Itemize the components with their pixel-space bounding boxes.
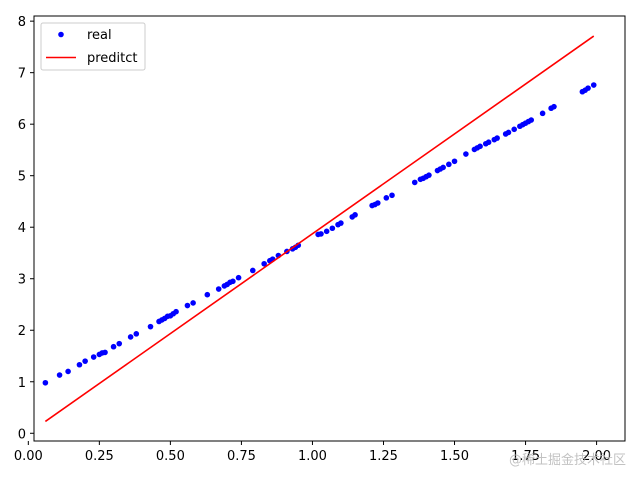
data-point-real (511, 126, 517, 133)
data-point-real (389, 192, 395, 199)
data-point-real (585, 85, 591, 91)
data-point-real (477, 143, 483, 150)
y-tick-label: 7 (18, 67, 26, 82)
plot-area (42, 35, 597, 423)
axes-frame (33, 15, 626, 442)
data-point-real (116, 340, 123, 347)
data-point-real (528, 117, 535, 123)
x-tick-label: 0.25 (85, 449, 114, 464)
data-point-real (261, 260, 267, 267)
data-point-real (323, 228, 330, 235)
data-point-real (440, 164, 446, 171)
data-point-real (102, 349, 108, 356)
y-tick-label: 4 (18, 221, 26, 236)
legend-real-marker (58, 31, 64, 38)
legend-preditct-label: preditct (87, 51, 138, 66)
data-point-real (56, 372, 63, 378)
data-point-real (235, 274, 242, 281)
data-point-real (215, 286, 222, 292)
data-point-real (127, 334, 134, 340)
data-point-real (90, 354, 97, 360)
axes: 0.00 0.25 0.50 0.75 1.00 1.25 1.50 1.75 2.00 0 1 2 3… (14, 15, 626, 464)
data-point-real (338, 220, 344, 226)
data-point-real (411, 179, 418, 186)
data-point-real (539, 110, 546, 117)
data-point-real (383, 195, 390, 201)
data-point-real (173, 308, 179, 315)
y-tick-label: 1 (18, 376, 26, 391)
x-tick-label: 0.50 (156, 449, 185, 464)
y-tick-label: 8 (18, 15, 26, 30)
data-point-real (82, 358, 88, 364)
data-point-real (42, 379, 49, 386)
data-point-real (494, 135, 500, 141)
data-point-real (485, 139, 492, 146)
x-tick-label: 1.00 (298, 449, 327, 464)
y-tick-label: 5 (18, 170, 26, 185)
data-point-real (551, 103, 557, 110)
y-tick-label: 0 (18, 427, 26, 442)
data-point-real (318, 231, 324, 237)
data-point-real (190, 300, 196, 306)
data-point-real (463, 151, 469, 157)
data-point-real (110, 343, 117, 350)
data-point-real (329, 225, 336, 232)
data-point-real (230, 278, 236, 285)
data-point-real (76, 361, 83, 368)
data-point-real (65, 368, 71, 375)
data-point-real (375, 200, 381, 206)
data-point-real (446, 161, 452, 168)
x-tick-label: 2.00 (582, 449, 611, 464)
series-line-preditct (44, 35, 595, 423)
data-point-real (147, 323, 154, 330)
x-tick-label: 1.75 (511, 449, 540, 464)
y-tick-label: 2 (18, 324, 26, 339)
data-point-real (249, 267, 256, 274)
data-point-real (133, 331, 140, 337)
legend-real-label: real (87, 28, 112, 43)
data-point-real (451, 158, 458, 165)
data-point-real (590, 82, 597, 88)
data-point-real (204, 291, 211, 298)
data-point-real (426, 172, 432, 178)
y-tick-label: 3 (18, 273, 26, 288)
x-tick-label: 1.50 (440, 449, 469, 464)
data-point-real (184, 302, 191, 309)
legend: real preditct (40, 22, 146, 71)
data-point-real (505, 129, 512, 136)
x-tick-label: 1.25 (369, 449, 398, 464)
x-tick-label: 0.75 (227, 449, 256, 464)
x-tick-label: 0.00 (14, 449, 43, 464)
y-tick-label: 6 (18, 118, 26, 133)
data-point-real (352, 212, 358, 218)
